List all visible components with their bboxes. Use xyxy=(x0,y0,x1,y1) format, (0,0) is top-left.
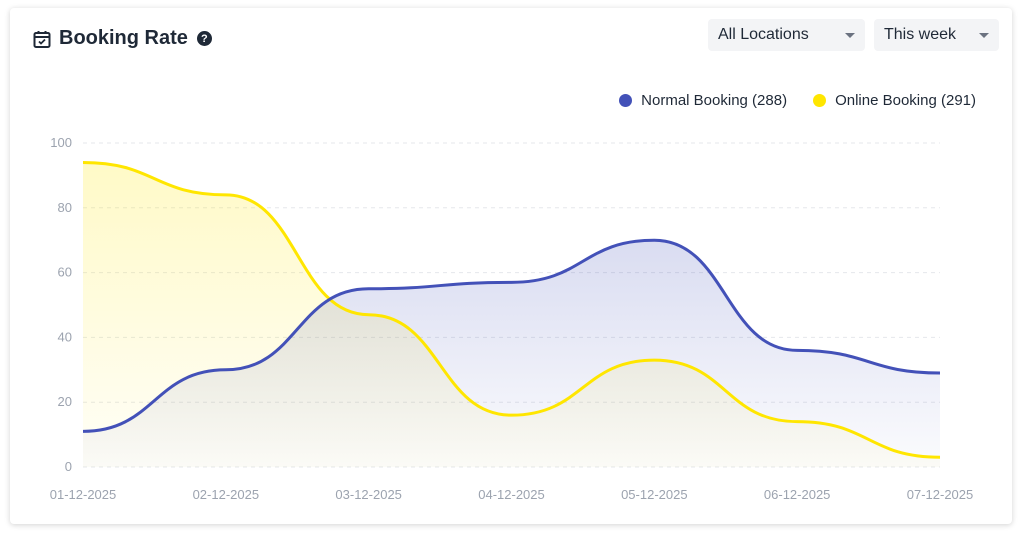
legend-online[interactable]: Online Booking (291) xyxy=(813,92,976,109)
x-tick-label: 04-12-2025 xyxy=(478,487,545,502)
period-select[interactable]: This week xyxy=(874,19,999,51)
y-tick-label: 80 xyxy=(58,200,72,215)
chart-legend: Normal Booking (288) Online Booking (291… xyxy=(619,92,976,109)
chevron-down-icon xyxy=(979,32,989,38)
y-tick-label: 60 xyxy=(58,265,72,280)
location-select-value: All Locations xyxy=(718,26,809,43)
period-select-value: This week xyxy=(884,26,957,43)
x-tick-label: 01-12-2025 xyxy=(50,487,117,502)
help-icon[interactable]: ? xyxy=(196,31,212,46)
x-tick-label: 02-12-2025 xyxy=(193,487,260,502)
line-normal xyxy=(82,238,941,433)
legend-dot-online xyxy=(813,94,827,107)
x-tick-label: 05-12-2025 xyxy=(621,487,688,502)
title-text: Booking Rate xyxy=(59,27,188,49)
x-tick-label: 03-12-2025 xyxy=(335,487,402,502)
location-select[interactable]: All Locations xyxy=(708,19,865,51)
y-tick-label: 20 xyxy=(58,394,72,409)
y-tick-label: 100 xyxy=(50,135,72,150)
x-tick-label: 07-12-2025 xyxy=(907,487,974,502)
legend-normal[interactable]: Normal Booking (288) xyxy=(619,92,787,109)
card-title: Booking Rate ? xyxy=(32,27,212,50)
legend-label: Online Booking (291) xyxy=(835,92,976,109)
y-tick-label: 40 xyxy=(58,329,72,344)
line-online xyxy=(82,160,941,459)
chevron-down-icon xyxy=(845,32,855,38)
calendar-check-icon xyxy=(33,30,51,48)
y-tick-label: 0 xyxy=(65,459,72,474)
legend-label: Normal Booking (288) xyxy=(641,92,788,109)
x-tick-label: 06-12-2025 xyxy=(764,487,831,502)
legend-dot-normal xyxy=(619,94,633,107)
